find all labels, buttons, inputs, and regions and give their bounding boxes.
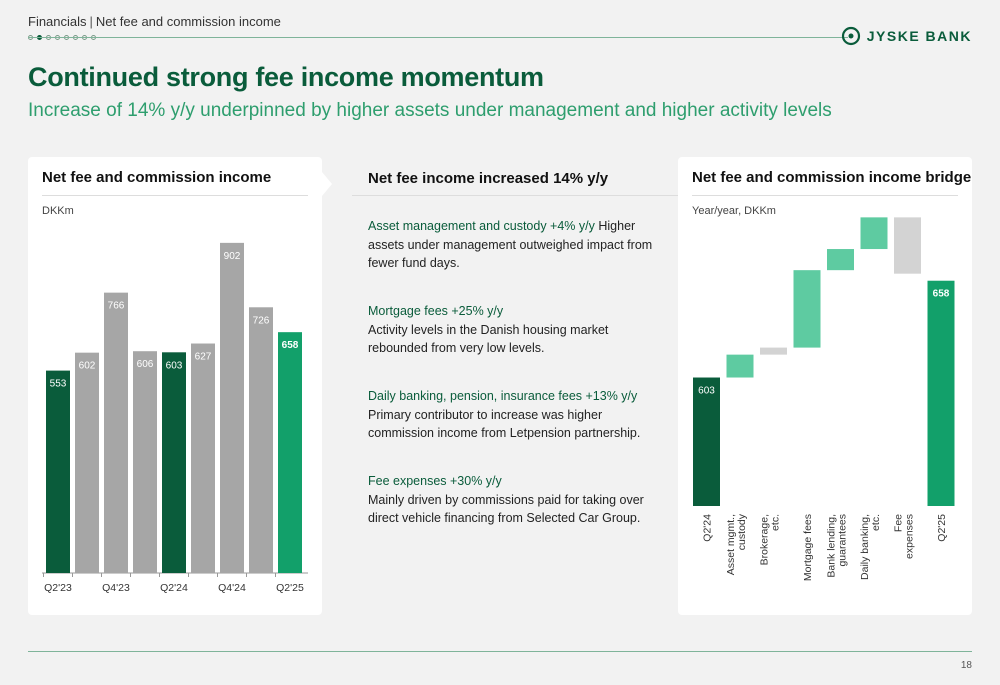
breadcrumb-section: Financials bbox=[28, 14, 87, 29]
bar bbox=[75, 352, 99, 573]
logo-text: JYSKE BANK bbox=[866, 28, 972, 44]
x-tick-label: Q4'23 bbox=[102, 582, 130, 594]
bullet-body: Activity levels in the Danish housing ma… bbox=[368, 322, 609, 356]
right-chart-title: Net fee and commission income bridge bbox=[692, 169, 972, 186]
x-tick-label: Q2'25 bbox=[276, 582, 304, 594]
page-title: Continued strong fee income momentum bbox=[28, 62, 544, 92]
bar bbox=[249, 307, 273, 573]
x-tick-label: Q4'24 bbox=[218, 582, 246, 594]
waterfall-category-label-line: Bank lending, bbox=[826, 514, 838, 578]
waterfall-value-label: 658 bbox=[933, 289, 950, 300]
waterfall-bar bbox=[927, 280, 955, 506]
waterfall-category-label-line: Q2'25 bbox=[936, 514, 948, 542]
waterfall-category-label-line: expenses bbox=[904, 514, 916, 559]
right-chart-unit: Year/year, DKKm bbox=[692, 205, 776, 217]
waterfall-bar bbox=[894, 217, 921, 274]
bar-value-label: 606 bbox=[137, 359, 154, 370]
middle-heading: Net fee income increased 14% y/y bbox=[368, 170, 609, 187]
bar-value-label: 658 bbox=[282, 340, 299, 351]
bullet-body: Primary contributor to increase was high… bbox=[368, 407, 641, 441]
waterfall-category-label-line: Mortgage fees bbox=[802, 514, 814, 581]
x-tick-label: Q2'23 bbox=[44, 582, 72, 594]
bar bbox=[220, 242, 244, 574]
bar bbox=[278, 332, 302, 573]
waterfall-category-label-line: guarantees bbox=[837, 514, 849, 567]
waterfall-bar bbox=[860, 217, 888, 250]
bullet-mortgage-fees: Mortgage fees +25% y/y Activity levels i… bbox=[368, 302, 658, 358]
waterfall-value-label: 603 bbox=[698, 386, 715, 397]
bullet-body: Higher assets under management outweighe… bbox=[368, 219, 653, 270]
waterfall-category-label-line: Fee bbox=[893, 514, 905, 532]
waterfall-bar bbox=[793, 270, 821, 348]
bar-value-label: 766 bbox=[108, 301, 125, 312]
waterfall-bar bbox=[760, 347, 787, 355]
waterfall-bar bbox=[726, 354, 754, 378]
waterfall-category-label-line: custody bbox=[736, 513, 748, 550]
waterfall-category-label: Asset mgmt., custody bbox=[725, 513, 748, 575]
waterfall-category-label: Daily banking, etc. bbox=[859, 514, 882, 580]
bullet-body: Mainly driven by commissions paid for ta… bbox=[368, 492, 644, 526]
waterfall-category-label: Fee expenses bbox=[893, 514, 916, 559]
bullet-head: Daily banking, pension, insurance fees +… bbox=[368, 389, 638, 403]
net-fee-bar-chart: 553 602 766 606 603 627 902 726 658 Q2'23 Q4'23 Q2'… bbox=[42, 242, 308, 594]
bar-value-label: 553 bbox=[50, 379, 67, 390]
bar-value-label: 627 bbox=[195, 352, 212, 363]
waterfall-category-label-line: Daily banking, bbox=[859, 514, 871, 580]
bar-value-label: 726 bbox=[253, 315, 270, 326]
waterfall-category-label-line: Brokerage, bbox=[759, 514, 771, 565]
bullet-head: Mortgage fees +25% y/y bbox=[368, 304, 504, 318]
waterfall-category-label-line: etc. bbox=[770, 514, 782, 531]
waterfall-bar bbox=[827, 249, 854, 271]
x-tick-label: Q2'24 bbox=[160, 582, 188, 594]
header-divider bbox=[28, 37, 848, 38]
bar bbox=[104, 292, 128, 573]
left-chart-panel: Net fee and commission income DKKm 553 60… bbox=[28, 157, 322, 615]
waterfall-category-label-line: etc. bbox=[870, 514, 882, 531]
waterfall-category-label: Q2'24 bbox=[702, 514, 714, 542]
bullet-head: Fee expenses +30% y/y bbox=[368, 474, 502, 488]
left-chart-title: Net fee and commission income bbox=[42, 169, 272, 186]
bar bbox=[162, 352, 186, 573]
waterfall-category-label: Q2'25 bbox=[936, 514, 948, 542]
page-subtitle: Increase of 14% y/y underpinned by highe… bbox=[28, 100, 832, 121]
bar bbox=[46, 370, 70, 573]
waterfall-category-label: Brokerage, etc. bbox=[759, 514, 782, 565]
waterfall-category-label-line: Asset mgmt., bbox=[725, 514, 737, 575]
bar-value-label: 902 bbox=[224, 251, 241, 262]
breadcrumb: Financials | Net fee and commission income bbox=[28, 14, 281, 29]
waterfall-category-label-line: Q2'24 bbox=[702, 514, 714, 542]
footer-divider bbox=[28, 651, 972, 652]
bullet-daily-banking: Daily banking, pension, insurance fees +… bbox=[368, 387, 658, 443]
bar bbox=[133, 351, 157, 573]
jyske-logo-icon bbox=[841, 26, 860, 46]
bullet-fee-expenses: Fee expenses +30% y/y Mainly driven by c… bbox=[368, 472, 658, 528]
bar bbox=[191, 343, 215, 573]
bar-value-label: 602 bbox=[79, 361, 96, 372]
waterfall-bar bbox=[693, 377, 720, 506]
right-chart-panel: Net fee and commission income bridge Yea… bbox=[678, 157, 972, 615]
breadcrumb-page: Net fee and commission income bbox=[95, 14, 281, 29]
bullet-asset-management: Asset management and custody +4% y/y Hig… bbox=[368, 217, 658, 273]
bar-value-label: 603 bbox=[166, 360, 183, 371]
waterfall-category-label: Bank lending, guarantees bbox=[826, 514, 849, 578]
jyske-bank-logo: JYSKE BANK bbox=[841, 26, 972, 46]
left-chart-unit: DKKm bbox=[42, 205, 74, 217]
page-number: 18 bbox=[960, 660, 972, 671]
bullet-head: Asset management and custody +4% y/y bbox=[368, 219, 595, 233]
waterfall-category-label: Mortgage fees bbox=[802, 514, 814, 581]
